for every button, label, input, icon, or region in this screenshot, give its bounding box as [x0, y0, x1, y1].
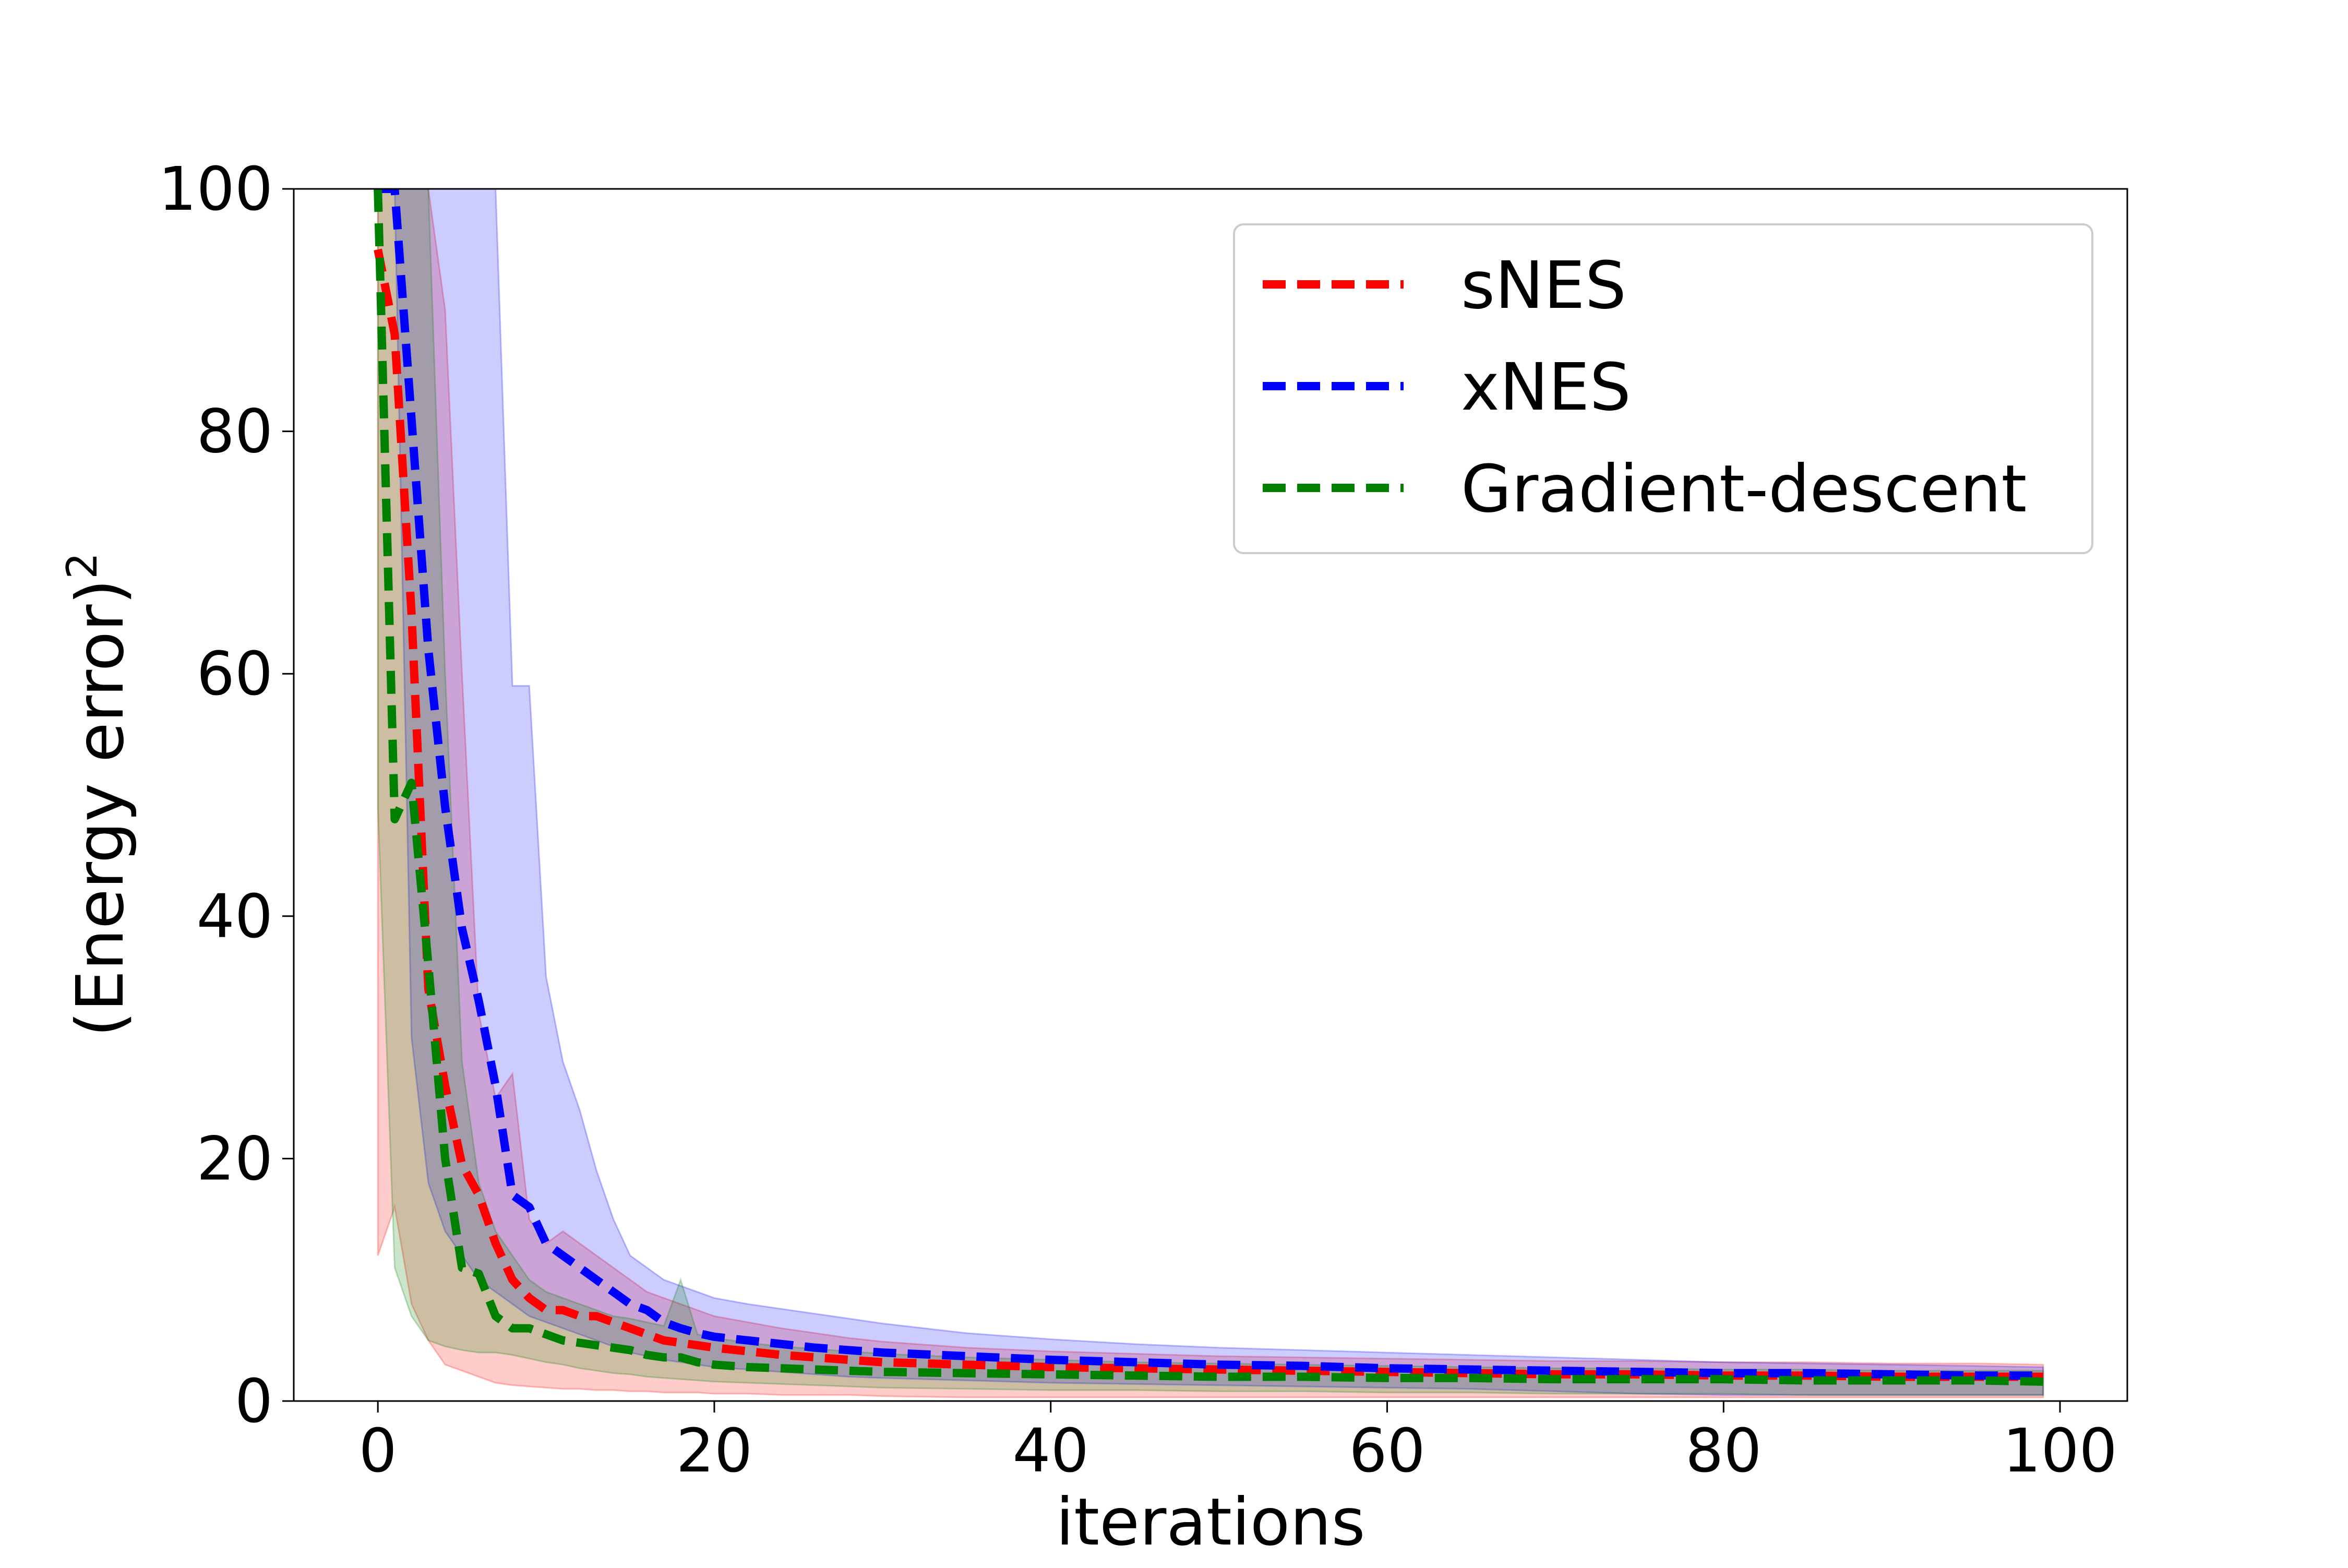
y-axis-ticks: 0 20 40 60 80 100 [159, 154, 294, 1437]
series-line-1 [378, 189, 2043, 1380]
y-tick-label: 100 [159, 154, 273, 224]
confidence-bands [377, 189, 2044, 1398]
x-tick-label: 100 [2003, 1416, 2117, 1486]
series-lines [374, 189, 2043, 1386]
y-tick-label: 60 [197, 639, 273, 709]
y-tick-label: 40 [197, 882, 273, 952]
legend-label-1: xNES [1461, 350, 1631, 425]
x-tick-label: 0 [359, 1416, 397, 1486]
x-tick-label: 80 [1685, 1416, 1762, 1486]
band-0 [377, 189, 2044, 1398]
legend-label-2: Gradient-descent [1461, 451, 2027, 527]
series-line-2 [374, 189, 2043, 1386]
legend-label-0: sNES [1461, 248, 1626, 324]
y-axis-label-text: (Energy error) [63, 579, 138, 1037]
band-1 [378, 189, 2044, 1396]
y-tick-label: 80 [197, 397, 273, 467]
x-tick-label: 20 [676, 1416, 752, 1486]
x-tick-label: 40 [1013, 1416, 1089, 1486]
plot-frame [293, 188, 2128, 1402]
legend-box [1233, 223, 2093, 554]
band-2 [377, 189, 2044, 1396]
x-axis-label: iterations [1056, 1485, 1365, 1560]
y-axis-label: (Energy error)2 [58, 553, 138, 1037]
y-axis-label-superscript: 2 [58, 553, 106, 579]
legend: sNES xNES Gradient-descent [1233, 223, 2093, 554]
x-axis-ticks: 0 20 40 60 80 100 [359, 1401, 2117, 1486]
x-tick-label: 60 [1349, 1416, 1425, 1486]
y-tick-label: 0 [235, 1367, 273, 1437]
y-tick-label: 20 [197, 1124, 273, 1194]
